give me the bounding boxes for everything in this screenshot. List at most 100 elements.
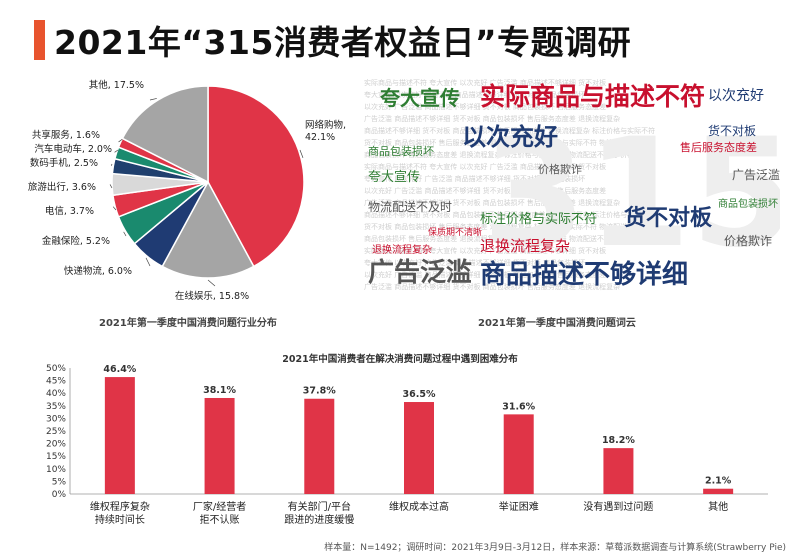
word-cloud-word-15: 货不对板 xyxy=(708,123,756,138)
bar-y-tick-label: 0% xyxy=(52,490,67,500)
pie-leader-line xyxy=(111,163,113,166)
word-cloud-word-5: 商品描述不够详细 xyxy=(480,259,688,290)
word-cloud-word-6: 货不对板 xyxy=(624,205,713,231)
pie-leader-line xyxy=(299,149,304,159)
word-cloud-filler: 夸大宣传 以次充好 广告泛滥 商品描述不够详细 货不对板 商品包装损坏 xyxy=(364,174,585,183)
word-cloud-filler: 广告泛滥 商品描述不够详细 货不对板 商品包装损坏 售后服务态度差 退换流程复杂 xyxy=(364,198,620,207)
bar-category-label-3: 有关部门/平台 xyxy=(288,500,351,513)
word-cloud-filler: 夸大宣传 以次充好 广告泛滥 商品描述不够详细 货不对板 商品包装损坏 xyxy=(364,258,585,267)
word-cloud-word-12: 价格欺诈 xyxy=(538,162,582,176)
title-accent-bar xyxy=(34,20,45,60)
word-cloud-word-3: 以次充好 xyxy=(462,123,558,151)
word-cloud-filler: 商品包装损坏 售后服务态度差 退换流程复杂 标注价格与实际不符 物流配送不及时 … xyxy=(364,234,648,243)
bar-6 xyxy=(603,448,634,494)
bar-y-tick-label: 10% xyxy=(46,465,66,475)
word-cloud-word-17: 价格欺诈 xyxy=(724,233,772,248)
pie-label-2: 在线娱乐, 15.8% xyxy=(175,290,249,302)
bar-category-label-4: 维权成本过高 xyxy=(389,500,449,513)
pie-chart: 网络购物,42.1% 在线娱乐, 15.8% 快递物流, 6.0% 金融保险, 5.2… xyxy=(28,79,346,302)
pie-label-value-1: 42.1% xyxy=(305,132,335,143)
pie-leader-line xyxy=(207,279,216,287)
word-cloud-filler: 实际商品与描述不符 夸大宣传 以次充好 广告泛滥 商品描述不够详细 货不对板 xyxy=(364,162,606,171)
word-cloud-filler: 货不对板 商品包装损坏 售后服务态度差 退换流程复杂 标注价格与实际不符 物流配… xyxy=(364,222,648,231)
bar-y-tick-label: 20% xyxy=(46,440,66,450)
bar-value-label-7: 2.1% xyxy=(705,476,732,487)
word-cloud-filler: 实际商品与描述不符 夸大宣传 以次充好 广告泛滥 商品描述不够详细 货不对板 xyxy=(364,246,606,255)
bar-value-label-5: 31.6% xyxy=(502,401,535,412)
word-cloud-word-20: 退换流程复杂 xyxy=(372,243,432,256)
pie-leader-line xyxy=(123,231,127,237)
bar-chart: 2021年中国消费者在解决消费问题过程中遇到困难分布 0% 5% 10% 15% 20% 2… xyxy=(46,353,768,526)
pie-label-7: 数码手机, 2.5% xyxy=(30,157,98,169)
footer-note: 样本量：N=1492；调研时间：2021年3月9日-3月12日，样本来源：草莓派… xyxy=(324,543,786,553)
bar-4 xyxy=(404,402,434,494)
word-cloud-filler: 商品包装损坏 售后服务态度差 退换流程复杂 标注价格与实际不符 物流配送不及时 … xyxy=(364,150,648,159)
word-cloud-word-14: 以次充好 xyxy=(708,88,764,104)
word-cloud-word-9: 退换流程复杂 xyxy=(480,237,570,255)
pie-leader-line xyxy=(112,206,117,211)
word-cloud-caption: 2021年第一季度中国消费问题词云 xyxy=(478,318,636,329)
pie-slice-10 xyxy=(121,85,209,184)
pie-label-4: 金融保险, 5.2% xyxy=(42,235,110,247)
bar-value-label-6: 18.2% xyxy=(602,435,635,446)
pie-label-5: 电信, 3.7% xyxy=(45,205,94,217)
pie-chart-caption: 2021年第一季度中国消费问题行业分布 xyxy=(99,318,277,329)
word-cloud-word-18: 夸大宣传 xyxy=(368,169,420,185)
bar-y-tick-label: 30% xyxy=(46,414,66,424)
bar-7 xyxy=(703,488,734,494)
word-cloud-filler: 商品描述不够详细 货不对板 商品包装损坏 售后服务态度差 退换流程复杂 标注价格… xyxy=(364,126,655,135)
word-cloud-filler: 夸大宣传 以次充好 广告泛滥 商品描述不够详细 货不对板 商品包装损坏 xyxy=(364,90,585,99)
pie-label-1: 网络购物, xyxy=(305,119,346,131)
pie-slice-1 xyxy=(207,85,305,268)
bar-category-label-1: 持续时间长 xyxy=(95,513,145,526)
word-cloud-watermark: 315 xyxy=(482,107,780,281)
bar-chart-title: 2021年中国消费者在解决消费问题过程中遇到困难分布 xyxy=(282,353,518,365)
bar-y-tick-label: 40% xyxy=(46,389,66,399)
bar-value-label-4: 36.5% xyxy=(403,389,436,400)
word-cloud-word-2: 夸大宣传 xyxy=(380,86,460,110)
pie-label-8: 汽车电动车, 2.0% xyxy=(34,143,112,155)
word-cloud-word-4: 广告泛滥 xyxy=(368,257,472,288)
pie-leader-line xyxy=(109,184,113,189)
word-cloud-word-1: 实际商品与描述不符 xyxy=(480,82,705,111)
bar-y-tick-label: 45% xyxy=(46,377,66,387)
bar-y-tick-label: 5% xyxy=(52,477,67,487)
word-cloud-word-13: 保质期不清晰 xyxy=(428,226,482,238)
word-cloud-filler: 以次充好 广告泛滥 商品描述不够详细 货不对板 商品包装损坏 售后服务态度差 xyxy=(364,270,606,279)
page-title: 2021年“315消费者权益日”专题调研 xyxy=(54,23,632,62)
bar-category-label-1: 维权程序复杂 xyxy=(90,500,150,513)
bar-category-label-2: 拒不认账 xyxy=(200,513,240,526)
word-cloud-filler: 广告泛滥 商品描述不够详细 货不对板 商品包装损坏 售后服务态度差 退换流程复杂 xyxy=(364,282,620,291)
bar-y-tick-label: 15% xyxy=(46,452,66,462)
pie-label-6: 旅游出行, 3.6% xyxy=(28,181,96,193)
pie-label-3: 快递物流, 6.0% xyxy=(64,265,132,277)
word-cloud-word-11: 物流配送不及时 xyxy=(368,199,452,214)
word-cloud: 实际商品与描述不符 夸大宣传 以次充好 广告泛滥 商品描述不够详细 货不对板 夸大… xyxy=(362,75,780,301)
bar-2 xyxy=(204,397,235,494)
word-cloud-canvas: 实际商品与描述不符 夸大宣传 以次充好 广告泛滥 商品描述不够详细 货不对板夸大… xyxy=(364,78,780,291)
bar-value-label-1: 46.4% xyxy=(103,364,136,375)
bar-1 xyxy=(104,377,135,494)
pie-slice-2 xyxy=(161,180,255,279)
pie-label-9: 共享服务, 1.6% xyxy=(32,129,100,141)
pie-leader-line xyxy=(149,98,157,101)
bar-category-label-6: 没有遇到过问题 xyxy=(583,500,653,513)
word-cloud-word-16: 广告泛滥 xyxy=(732,168,780,182)
word-cloud-word-7: 商品包装损坏 xyxy=(368,144,434,158)
word-cloud-filler: 商品描述不够详细 货不对板 商品包装损坏 售后服务态度差 退换流程复杂 标注价格… xyxy=(364,210,655,219)
word-cloud-filler: 实际商品与描述不符 夸大宣传 以次充好 广告泛滥 商品描述不够详细 货不对板 xyxy=(364,78,606,87)
bar-y-tick-label: 25% xyxy=(46,427,66,437)
bar-value-label-3: 37.8% xyxy=(303,386,336,397)
bar-y-tick-label: 35% xyxy=(46,402,66,412)
bar-category-label-5: 举证困难 xyxy=(499,500,539,513)
bar-y-tick-label: 50% xyxy=(46,364,66,374)
word-cloud-filler: 货不对板 商品包装损坏 售后服务态度差 退换流程复杂 标注价格与实际不符 物流配… xyxy=(364,138,648,147)
bar-3 xyxy=(304,398,335,494)
word-cloud-filler: 广告泛滥 商品描述不够详细 货不对板 商品包装损坏 售后服务态度差 退换流程复杂 xyxy=(364,114,620,123)
word-cloud-word-8: 售后服务态度差 xyxy=(680,140,757,154)
bar-category-label-2: 厂家/经营者 xyxy=(193,500,246,513)
word-cloud-filler: 以次充好 广告泛滥 商品描述不够详细 货不对板 商品包装损坏 售后服务态度差 xyxy=(364,102,606,111)
bar-5 xyxy=(503,414,534,494)
bar-category-label-7: 其他 xyxy=(708,500,728,513)
pie-leader-line xyxy=(145,257,151,267)
